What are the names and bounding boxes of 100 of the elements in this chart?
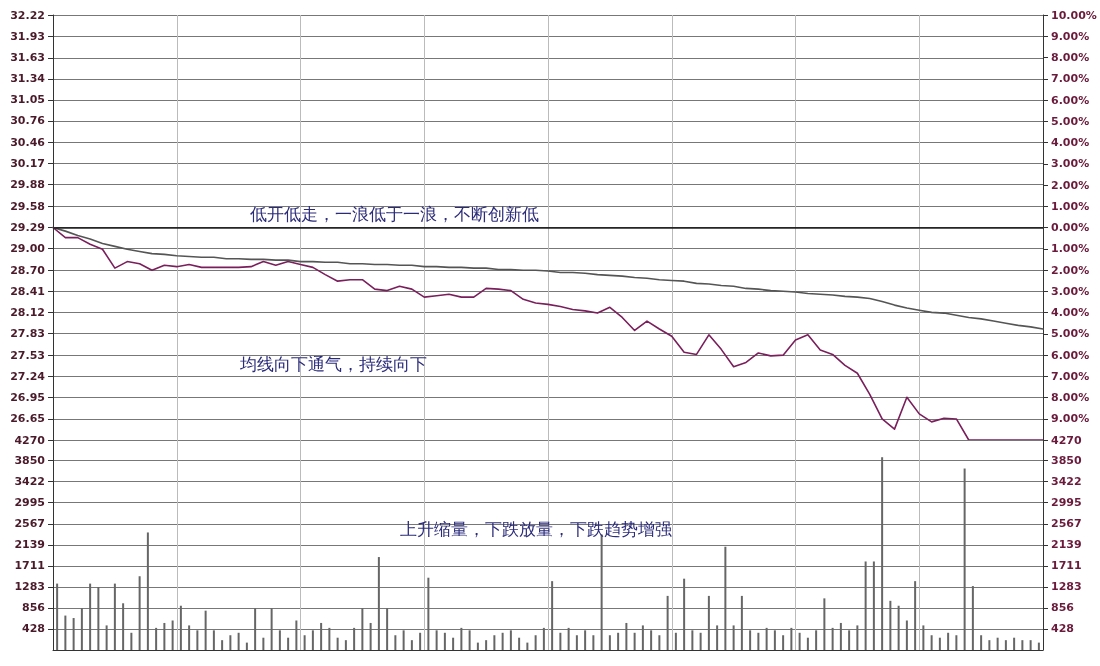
bar [658, 635, 661, 650]
y-tick-label: 26.95 [10, 390, 45, 404]
bar [237, 632, 240, 650]
bar [707, 595, 710, 650]
y2-tick-label: 2995 [1051, 496, 1082, 510]
y2-tick-label: 3422 [1051, 475, 1082, 489]
y-tick-label: 27.53 [10, 348, 45, 362]
bar [773, 630, 776, 650]
bar [608, 635, 611, 650]
y-tick-label: 26.65 [10, 412, 45, 426]
y-tick-label: 1711 [14, 559, 45, 573]
y2-tick-label: 3.00% [1051, 284, 1090, 298]
y2-tick-label: 4270 [1051, 433, 1082, 447]
bar [245, 642, 248, 650]
bar [163, 622, 166, 650]
bar [501, 632, 504, 650]
y-tick-label: 29.88 [10, 178, 45, 192]
y2-tick-label: 6.00% [1051, 348, 1090, 362]
bar [798, 632, 801, 650]
bar [221, 640, 224, 650]
y2-tick-label: 1283 [1051, 580, 1082, 594]
bar [567, 627, 570, 650]
bar [328, 627, 331, 650]
y2-tick-label: 5.00% [1051, 114, 1090, 128]
y2-tick-label: 2567 [1051, 517, 1082, 531]
y-tick-label: 3422 [14, 475, 45, 489]
bar [905, 620, 908, 650]
bar [369, 622, 372, 650]
bar [996, 637, 999, 650]
bar [823, 598, 826, 650]
y2-tick-label: 4.00% [1051, 136, 1090, 149]
bar [80, 608, 83, 650]
bar [559, 632, 562, 650]
y-tick-label: 29.58 [10, 199, 45, 213]
bar [146, 532, 149, 650]
bar [295, 620, 298, 650]
y2-tick-label: 7.00% [1051, 72, 1090, 86]
bar [617, 632, 620, 650]
y2-tick-label: 3850 [1051, 454, 1082, 468]
bar [732, 625, 735, 650]
bar [947, 632, 950, 650]
bar [938, 637, 941, 650]
y-tick-label: 29.00 [10, 242, 46, 256]
y-tick-label: 2995 [14, 496, 45, 510]
y2-tick-label: 10.00% [1051, 8, 1097, 22]
bar [716, 625, 719, 650]
y2-tick-label: 8.00% [1051, 51, 1090, 64]
y-tick-label: 31.63 [10, 51, 45, 65]
y2-tick-label: 0.00% [1051, 221, 1090, 234]
bar [105, 625, 108, 650]
y-tick-label: 29.29 [10, 221, 45, 234]
bar [476, 642, 479, 650]
y-tick-label: 2139 [14, 538, 45, 552]
bar [749, 630, 752, 650]
bar [922, 625, 925, 650]
bar [452, 637, 455, 650]
bar [575, 635, 578, 650]
bar [336, 637, 339, 650]
y-tick-label: 3850 [14, 454, 46, 468]
y-tick-label: 31.34 [10, 72, 46, 86]
y2-tick-label: 6.00% [1051, 93, 1090, 107]
bar [435, 630, 438, 650]
bar [848, 630, 851, 650]
bar [1037, 642, 1040, 650]
y-tick-label: 30.76 [10, 114, 46, 128]
annotation: 低开低走，一浪低于一浪，不断创新低 [250, 203, 539, 224]
y-tick-label: 28.70 [10, 263, 46, 277]
y-tick-label: 32.22 [10, 8, 45, 22]
bar [97, 587, 100, 650]
y2-tick-label: 856 [1051, 601, 1075, 615]
y-tick-label: 27.24 [10, 369, 46, 383]
bar [740, 595, 743, 650]
bar [509, 630, 512, 650]
bar [89, 583, 92, 650]
bar [485, 640, 488, 650]
y2-tick-label: 9.00% [1051, 29, 1090, 43]
bar [691, 630, 694, 650]
bar [633, 632, 636, 650]
bar [988, 640, 991, 650]
bar [666, 595, 669, 650]
bar [806, 637, 809, 650]
bar [815, 630, 818, 650]
bar [212, 630, 215, 650]
bar [872, 561, 875, 650]
bar [641, 625, 644, 650]
bar [229, 635, 232, 650]
bar [188, 625, 191, 650]
y2-tick-label: 2.00% [1051, 178, 1090, 192]
bar [914, 581, 917, 650]
y2-tick-label: 2.00% [1051, 263, 1090, 277]
bar [518, 637, 521, 650]
annotation: 均线向下通气，持续向下 [239, 353, 427, 374]
bar [897, 605, 900, 650]
bar [254, 608, 257, 650]
bar [955, 635, 958, 650]
bar [534, 635, 537, 650]
bar [303, 635, 306, 650]
bar [344, 640, 347, 650]
bar [377, 557, 380, 650]
bar [311, 630, 314, 650]
